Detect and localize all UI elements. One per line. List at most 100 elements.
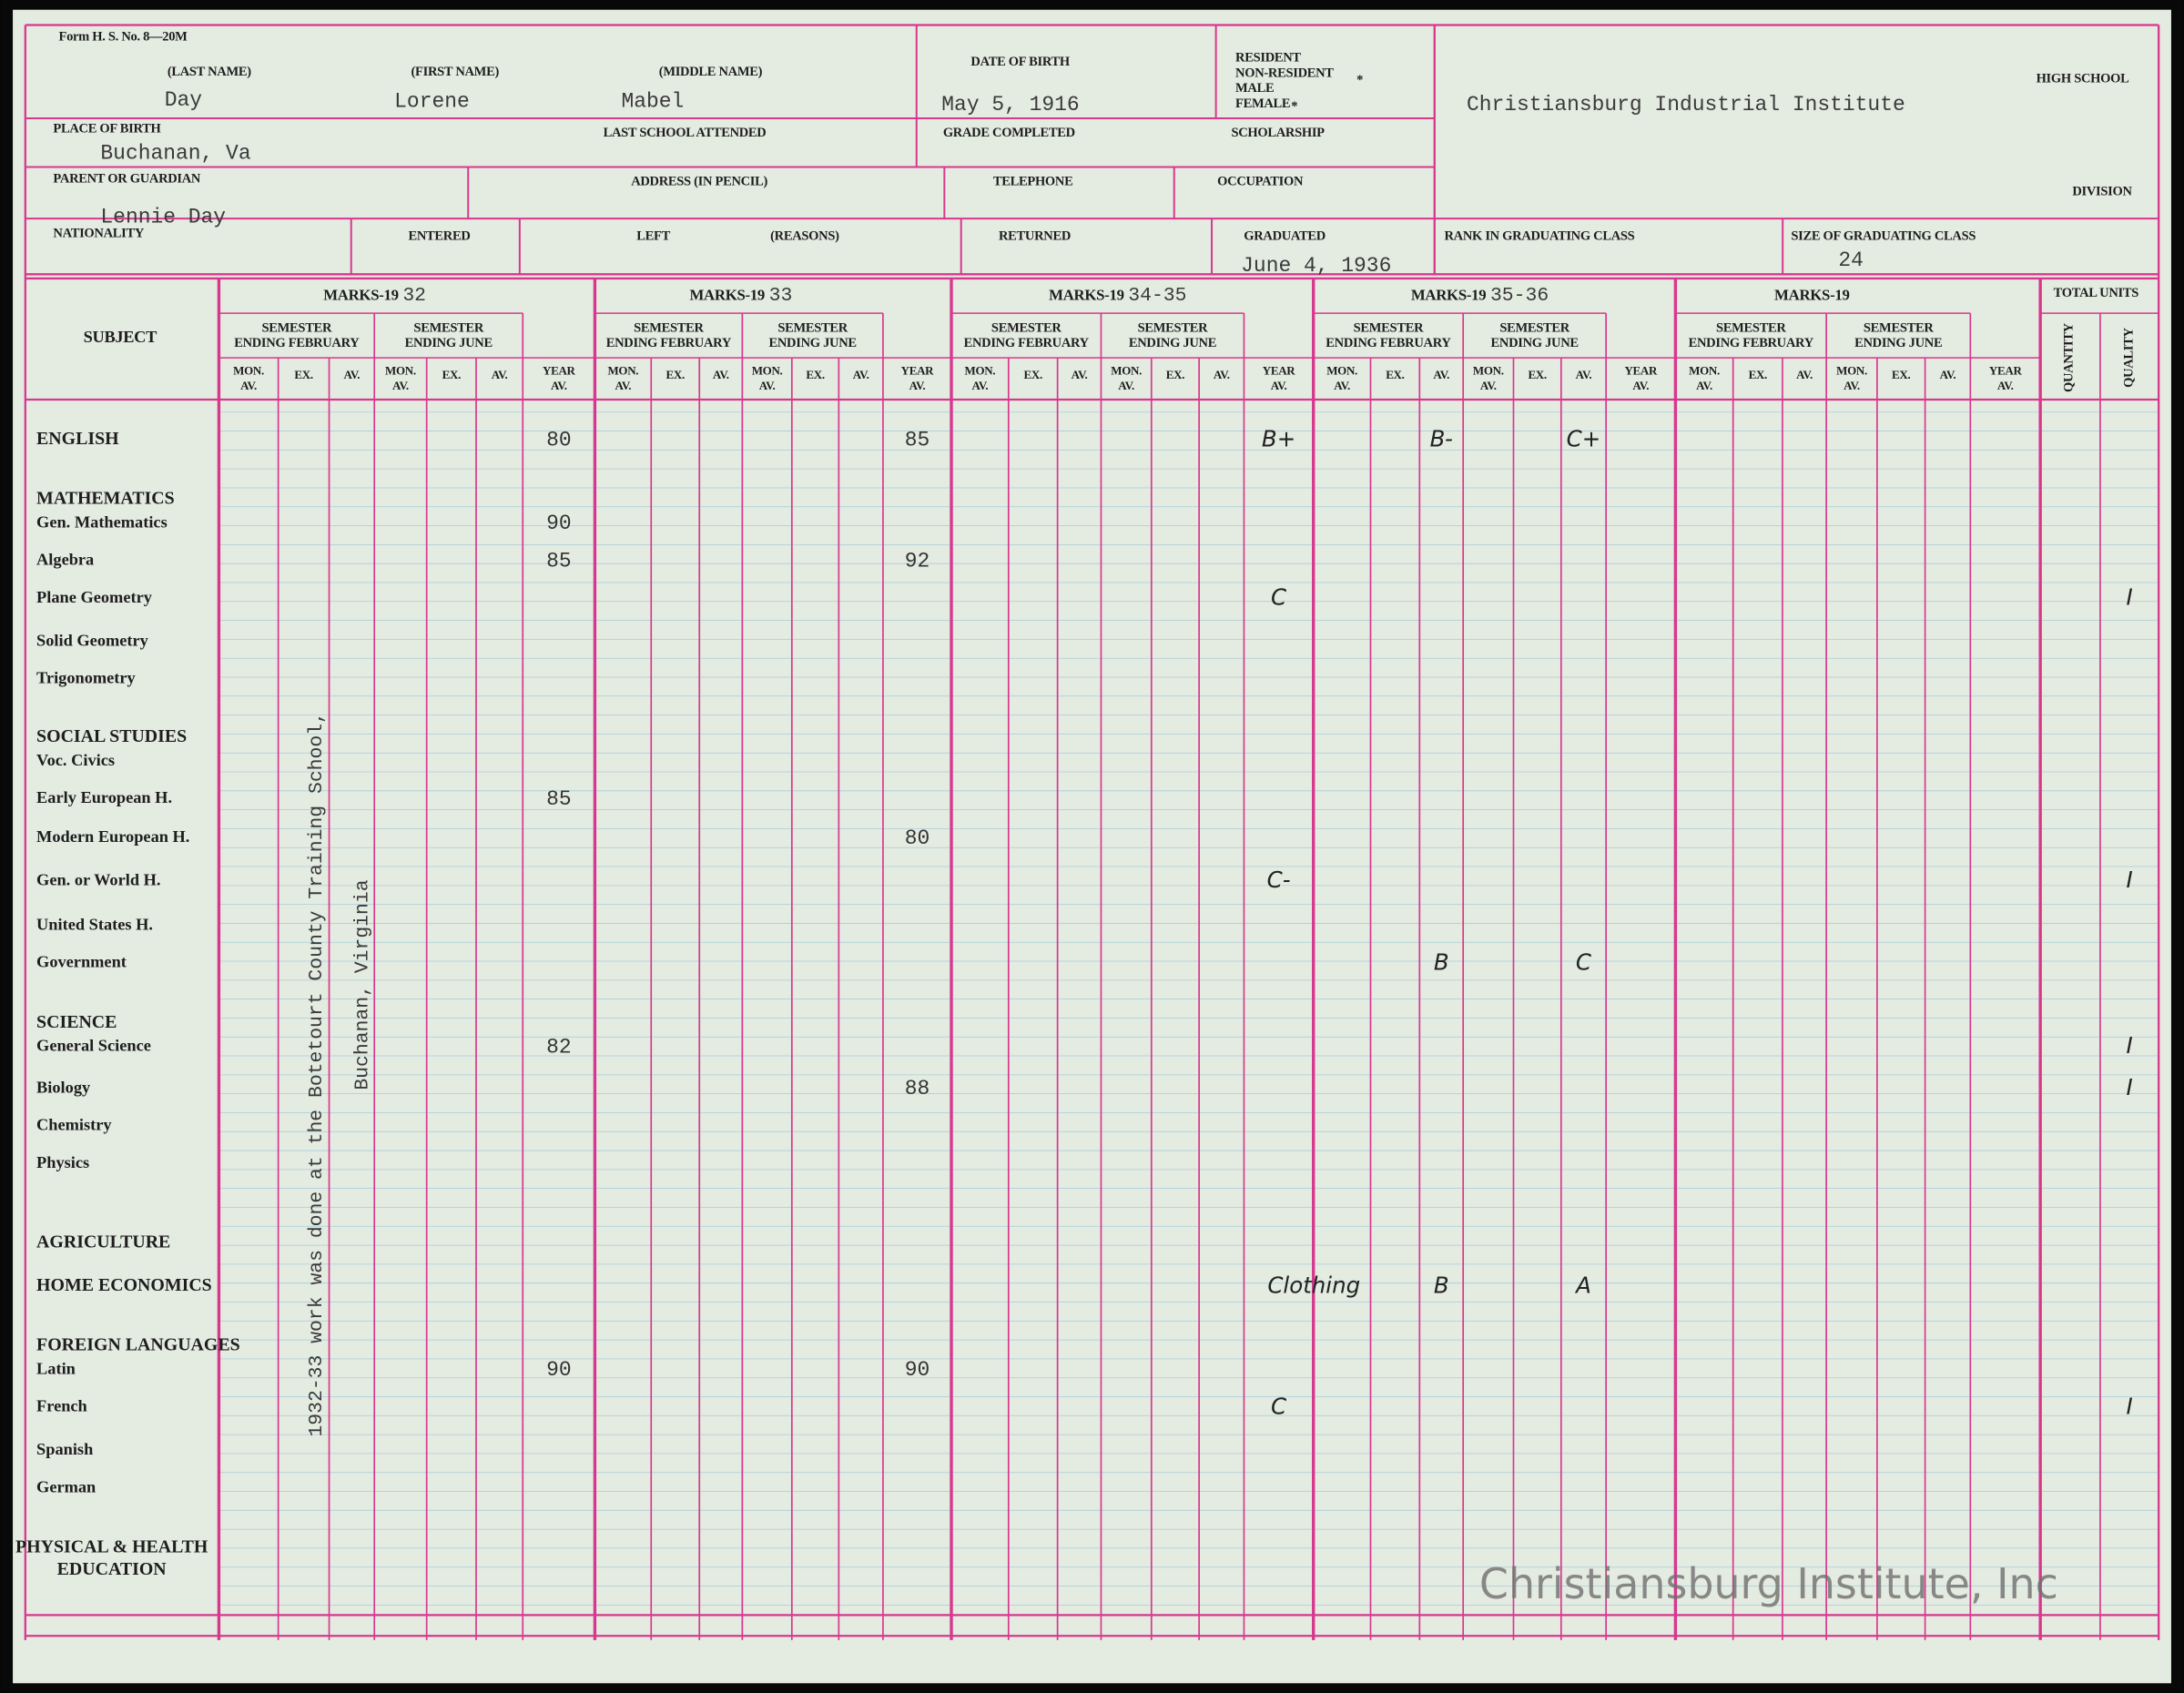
column-label: AV. [1997,379,2014,392]
column-label: AV. [615,379,631,392]
column-label: AV. [343,368,360,381]
semester-label: SEMESTER [991,320,1062,335]
subject-name: United States H. [36,915,153,933]
field-label: PLACE OF BIRTH [53,122,161,137]
marks-year: 33 [769,285,793,307]
column-label: AV. [551,379,567,392]
column-label: AV. [853,368,869,381]
semester-label: SEMESTER [634,320,704,335]
semester-label: ENDING FEBRUARY [1326,336,1451,350]
totals-column-label: QUALITY [2121,327,2136,387]
marks-label: MARKS-19 [689,287,765,304]
subject-name: Early European H. [36,788,172,806]
column-label: AV. [1940,368,1956,381]
marks-year: 32 [402,285,426,307]
field-label: OCCUPATION [1217,175,1304,189]
column-label: AV. [1480,379,1497,392]
column-label: AV. [1576,368,1592,381]
column-label: AV. [492,368,508,381]
marks-label: MARKS-19 [1411,287,1487,304]
semester-label: SEMESTER [1864,320,1934,335]
semester-label: SEMESTER [1716,320,1786,335]
column-label: EX. [1386,368,1404,381]
semester-label: SEMESTER [413,320,483,335]
marks-year: 34-35 [1128,285,1186,307]
subject-name: French [36,1397,87,1415]
mark: 90 [905,1358,930,1382]
mark: C+ [1567,425,1601,451]
semester-label: ENDING JUNE [1129,336,1216,350]
column-label: YEAR [901,363,935,377]
column-label: EX. [1892,368,1910,381]
column-label: AV. [1214,368,1230,381]
field-label: (LAST NAME) [168,65,251,79]
subject-name: FOREIGN LANGUAGES [36,1335,240,1355]
field-label: DIVISION [2072,184,2132,198]
field-label: (FIRST NAME) [411,65,500,79]
column-label: MON. [752,363,783,377]
subject-name: Voc. Civics [36,751,115,769]
field-label: NATIONALITY [53,226,144,240]
column-label: AV. [1334,379,1350,392]
field-label: SCHOLARSHIP [1231,126,1325,140]
field-label: FEMALE [1235,96,1290,111]
mark: 90 [546,512,572,535]
mark: 80 [546,428,572,451]
subject-name: PHYSICAL & HEALTH [15,1536,208,1556]
column-label: AV. [972,379,989,392]
subject-name: German [36,1477,96,1495]
subject-name: Latin [36,1359,76,1377]
field-label: Form H. S. No. 8—20M [59,30,188,45]
watermark: Christiansburg Institute, Inc [1479,1559,2058,1608]
mark: I [2126,584,2132,611]
totals-column-label: QUANTITY [2062,322,2077,392]
column-label: EX. [806,368,824,381]
subject-name: Biology [36,1078,90,1096]
column-label: MON. [1326,363,1357,377]
column-label: AV. [713,368,729,381]
mark: I [2126,1393,2132,1419]
field-label: LAST SCHOOL ATTENDED [604,126,767,140]
annotation: Buchanan, Virginia [352,879,374,1090]
mark: I [2126,867,2132,893]
column-label: AV. [1271,379,1287,392]
semester-label: ENDING JUNE [1491,336,1579,350]
column-label: MON. [1836,363,1867,377]
field-label: * [1356,73,1363,87]
subject-name: MATHEMATICS [36,489,175,509]
subject-name: Solid Geometry [36,631,148,649]
mark: I [2126,1074,2132,1100]
column-label: MON. [607,363,638,377]
field-label: ADDRESS (IN PENCIL) [631,175,767,189]
column-label: AV. [759,379,776,392]
subject-name: Trigonometry [36,669,136,687]
column-label: MON. [233,363,264,377]
mark: C- [1267,867,1291,893]
mark: B [1434,948,1449,975]
column-label: EX. [1749,368,1767,381]
column-label: AV. [240,379,257,392]
field-label: GRADUATED [1244,228,1326,243]
mark: Clothing [1267,1272,1360,1298]
semester-label: SEMESTER [1138,320,1208,335]
mark: 88 [905,1077,930,1100]
field-value: Mabel [621,90,684,114]
field-label: LEFT [636,228,670,243]
marks-label: MARKS-19 [1774,287,1850,304]
paper [13,9,2171,1684]
subject-name: ENGLISH [36,429,119,449]
subject-name: SOCIAL STUDIES [36,726,187,746]
mark: 80 [905,826,930,850]
mark: C [1271,1393,1286,1419]
field-value: Day [165,88,202,112]
field-label: ENTERED [408,228,470,243]
mark: I [2126,1032,2132,1059]
column-label: AV. [1632,379,1649,392]
field-label: DATE OF BIRTH [970,55,1070,69]
subject-name: Plane Geometry [36,588,152,606]
subject-name: Modern European H. [36,827,189,846]
column-label: EX. [666,368,685,381]
mark: C [1271,584,1286,611]
